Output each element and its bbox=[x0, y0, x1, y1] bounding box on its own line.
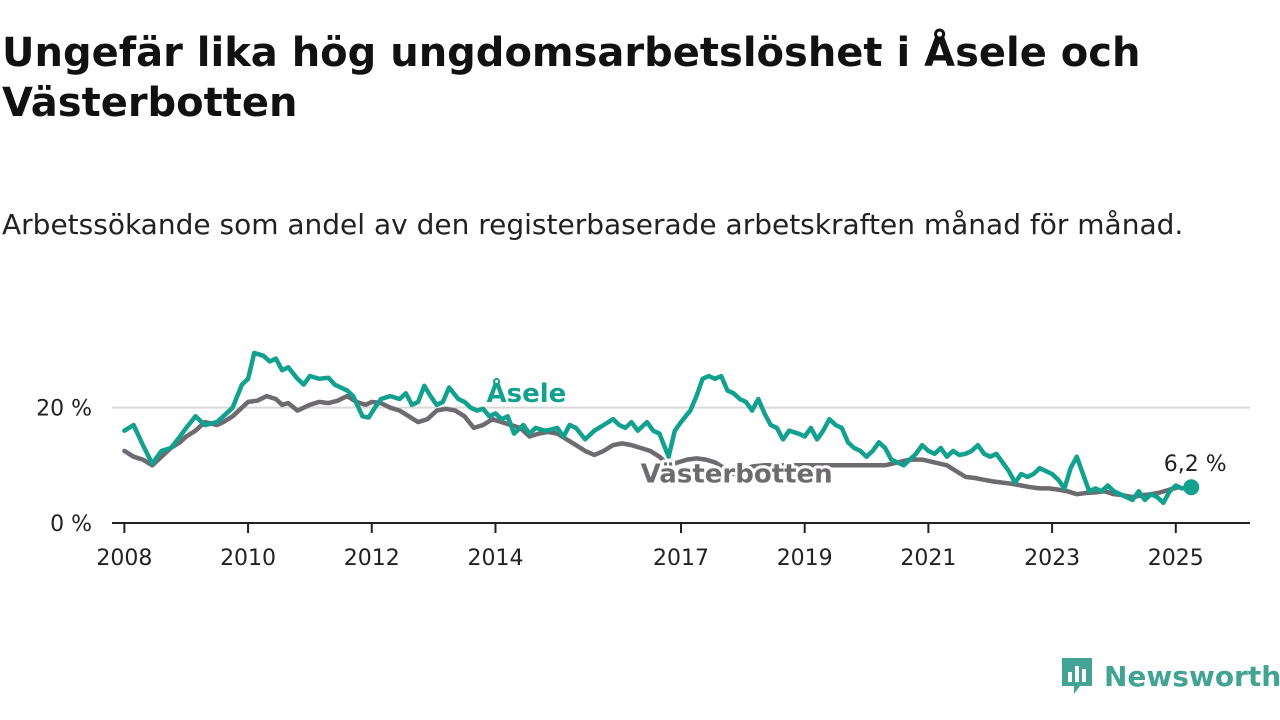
chart-title: Ungefär lika hög ungdomsarbetslöshet i Å… bbox=[2, 30, 1141, 126]
y-tick-label: 0 % bbox=[50, 512, 92, 537]
newsworthy-logo-icon bbox=[1062, 658, 1092, 694]
newsworthy-brand[interactable]: Newsworthy bbox=[1060, 654, 1280, 698]
x-tick-label: 2010 bbox=[220, 546, 276, 571]
label-layer: Åsele Västerbotten 6,2 % bbox=[483, 374, 1227, 496]
x-tick-label: 2023 bbox=[1024, 546, 1080, 571]
x-tick-label: 2012 bbox=[344, 546, 400, 571]
x-tick-label: 2025 bbox=[1148, 546, 1204, 571]
series-line-1 bbox=[122, 393, 1182, 500]
tick-layer: 0 % 20 % 2008 2010 2012 2014 2017 2019 2021 2023 2… bbox=[36, 397, 1204, 571]
brand-name: Newsworthy bbox=[1104, 659, 1280, 693]
series-label-1: Västerbotten bbox=[641, 460, 833, 490]
end-point-marker bbox=[1183, 479, 1200, 496]
x-tick-label: 2008 bbox=[96, 546, 152, 571]
x-tick-label: 2019 bbox=[777, 546, 833, 571]
x-tick-label: 2017 bbox=[653, 546, 709, 571]
series-line-0 bbox=[122, 350, 1194, 506]
series-label-0: Åsele bbox=[486, 377, 566, 409]
chart-subtitle: Arbetssökande som andel av den registerb… bbox=[2, 208, 1184, 241]
end-value-label: 6,2 % bbox=[1164, 452, 1227, 477]
x-tick-label: 2021 bbox=[900, 546, 956, 571]
x-tick-label: 2014 bbox=[467, 546, 523, 571]
series-layer bbox=[122, 350, 1194, 506]
line-chart: 0 % 20 % 2008 2010 2012 2014 2017 2019 2021 2023 2… bbox=[36, 350, 1250, 571]
y-tick-label: 20 % bbox=[36, 397, 92, 422]
